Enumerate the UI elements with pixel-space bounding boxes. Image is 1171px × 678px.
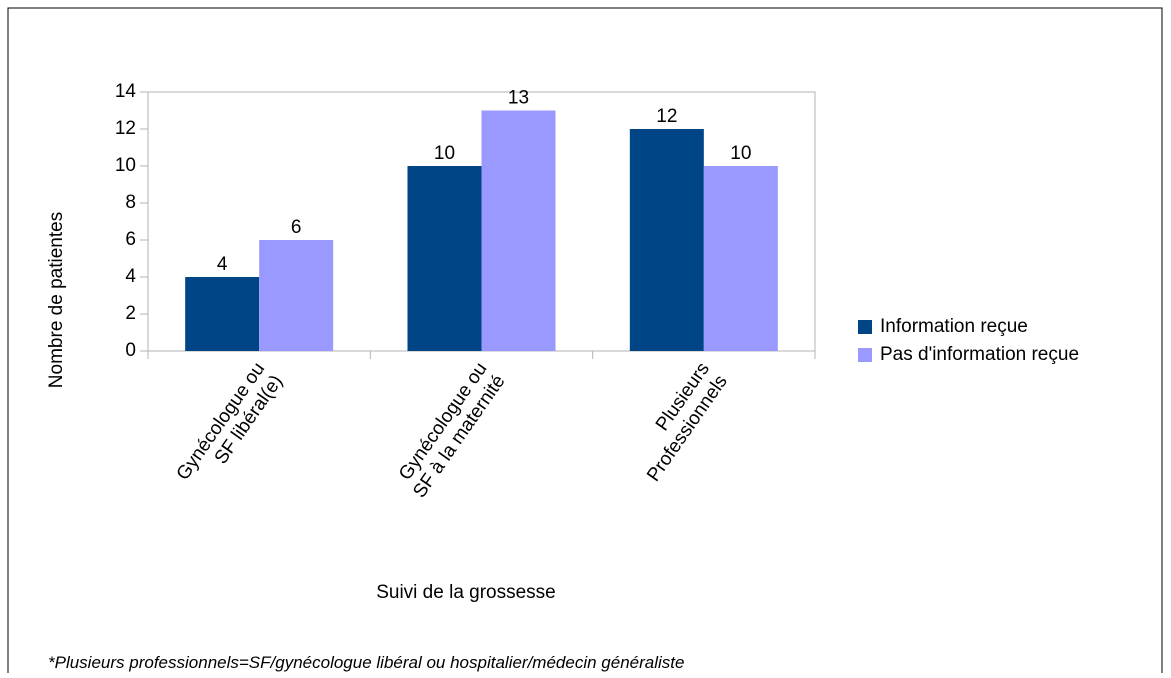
x-tick-label: Gynécologue ouSF libéral(e) — [173, 359, 287, 497]
y-tick-label: 2 — [125, 303, 136, 324]
value-label: 12 — [656, 106, 677, 127]
value-label: 10 — [730, 143, 751, 164]
x-axis-label: Suivi de la grossesse — [376, 582, 556, 603]
value-label: 4 — [217, 254, 228, 275]
y-tick-label: 6 — [125, 229, 136, 250]
footnote: *Plusieurs professionnels=SF/gynécologue… — [48, 653, 684, 672]
bar — [407, 166, 482, 351]
y-tick-label: 0 — [125, 340, 136, 361]
bar — [629, 129, 704, 351]
y-axis-label: Nombre de patientes — [46, 212, 67, 388]
bar — [185, 277, 260, 351]
x-tick-label: PlusieursProfessionnels — [625, 359, 732, 486]
legend-label: Information reçue — [880, 316, 1028, 337]
legend-label: Pas d'information reçue — [880, 344, 1079, 365]
y-tick-label: 12 — [115, 118, 136, 139]
value-label: 10 — [434, 143, 455, 164]
y-tick-label: 8 — [125, 192, 136, 213]
bar — [703, 166, 778, 351]
bar — [481, 110, 556, 351]
bar — [259, 240, 334, 351]
legend-swatch — [858, 348, 872, 362]
x-tick-label: Gynécologue ouSF à la maternité — [391, 359, 509, 502]
value-label: 6 — [291, 217, 302, 238]
y-tick-label: 10 — [115, 155, 136, 176]
value-label: 13 — [508, 88, 529, 109]
frame — [7, 7, 1163, 673]
legend-swatch — [858, 320, 872, 334]
y-tick-label: 4 — [125, 266, 136, 287]
y-tick-label: 14 — [115, 81, 137, 102]
